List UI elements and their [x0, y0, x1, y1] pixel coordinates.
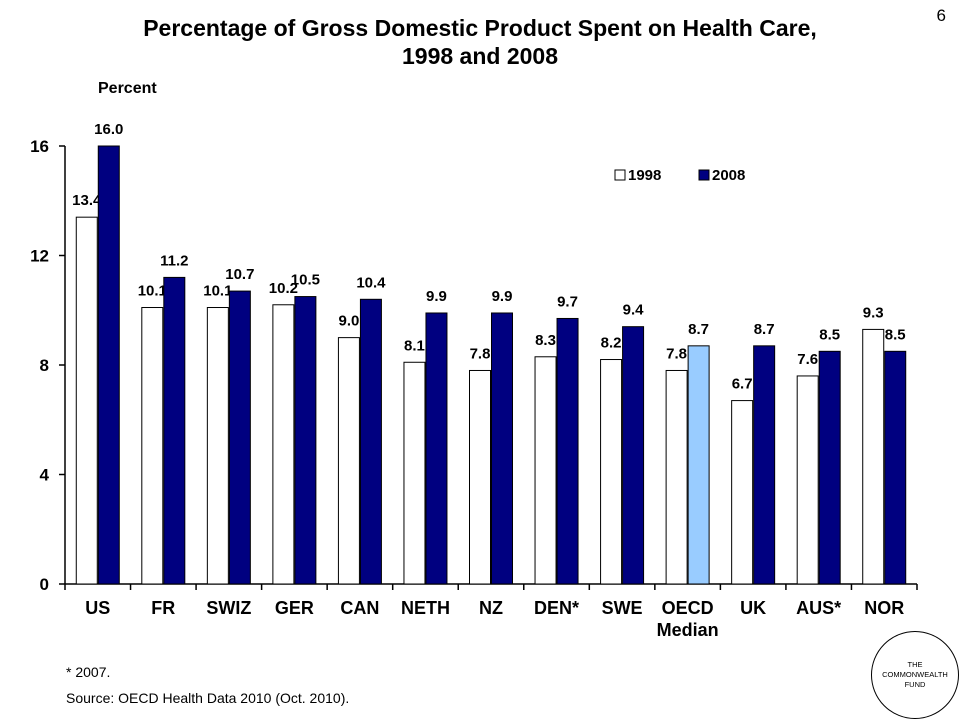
bar-1998 [534, 356, 557, 585]
bar-chart: 048121613.416.0US10.111.2FR10.110.7SWIZ1… [30, 121, 918, 640]
x-category-label: NZ [479, 598, 503, 618]
source-note: Source: OECD Health Data 2010 (Oct. 2010… [66, 690, 350, 706]
data-label-2008: 11.2 [160, 252, 188, 269]
bar-1998 [75, 216, 98, 585]
x-category-label: NOR [864, 598, 904, 618]
y-axis-label: Percent [98, 80, 157, 97]
data-label-1998: 9.3 [863, 304, 884, 321]
data-label-2008: 9.9 [492, 288, 513, 305]
data-label-1998: 7.6 [797, 351, 818, 368]
chart-title-line-2: 1998 and 2008 [401, 43, 558, 69]
data-label-2008: 8.5 [885, 326, 906, 343]
plot-area: 048121613.416.0US10.111.2FR10.110.7SWIZ1… [30, 121, 918, 640]
data-label-1998: 8.3 [535, 332, 556, 349]
x-category-label: DEN* [534, 598, 579, 618]
bar-1998 [469, 369, 491, 585]
data-label-2008: 8.7 [754, 321, 775, 338]
logo-line-3: FUND [904, 680, 926, 689]
bar-1998 [403, 361, 426, 585]
bar-1998 [141, 307, 164, 585]
bar-2008 [622, 326, 645, 585]
data-label-1998: 10.1 [203, 283, 232, 300]
bar-1998 [206, 307, 229, 585]
bar-2008 [228, 290, 251, 585]
data-label-2008: 10.5 [291, 272, 320, 289]
data-label-2008: 9.9 [426, 288, 447, 305]
x-category-label: UK [740, 598, 766, 618]
y-tick-label: 12 [30, 247, 49, 266]
data-label-2008: 8.5 [819, 326, 840, 343]
x-category-label: SWE [602, 598, 643, 618]
y-tick-label: 4 [40, 466, 50, 485]
bar-2008 [97, 145, 120, 585]
legend: 1998 2008 [614, 167, 745, 184]
footnote: * 2007. [66, 664, 111, 680]
data-label-1998: 8.1 [404, 337, 425, 354]
data-label-1998: 7.8 [470, 345, 491, 362]
data-label-1998: 9.0 [338, 313, 359, 330]
y-tick-label: 16 [30, 137, 49, 156]
logo-line-2: COMMONWEALTH [882, 670, 948, 679]
bar-1998 [337, 337, 360, 585]
x-category-label: SWIZ [206, 598, 251, 618]
bar-1998 [272, 304, 295, 585]
bar-2008 [425, 312, 448, 585]
y-tick-label: 8 [40, 356, 49, 375]
page-number: 6 [936, 6, 946, 25]
x-category-label: AUS* [796, 598, 841, 618]
x-category-label: CAN [340, 598, 379, 618]
y-tick-label: 0 [40, 575, 49, 594]
bar-1998 [796, 375, 819, 585]
legend-swatch-1998 [614, 169, 626, 181]
x-category-sublabel: Median [657, 620, 719, 640]
chart-title: Percentage of Gross Domestic Product Spe… [0, 14, 960, 70]
commonwealth-fund-logo: THE COMMONWEALTH FUND [871, 631, 959, 719]
bar-1998 [600, 359, 623, 585]
chart-title-line-1: Percentage of Gross Domestic Product Spe… [143, 15, 817, 41]
x-category-label: NETH [401, 598, 450, 618]
data-label-1998: 10.1 [138, 283, 167, 300]
bar-2008 [359, 298, 382, 585]
data-label-1998: 6.7 [732, 376, 753, 393]
data-label-2008: 9.7 [557, 293, 578, 310]
bar-1998 [862, 328, 885, 585]
bar-1998 [731, 400, 754, 585]
data-label-2008: 10.4 [356, 274, 386, 291]
data-label-1998: 8.2 [601, 335, 622, 352]
data-label-2008: 10.7 [225, 266, 254, 283]
bar-2008 [294, 296, 317, 585]
data-label-1998: 13.4 [72, 192, 102, 209]
bar-2008 [556, 317, 579, 585]
data-label-1998: 10.2 [269, 280, 298, 297]
x-category-label: OECD [662, 598, 714, 618]
bar-2008 [753, 345, 776, 585]
data-label-1998: 7.8 [666, 345, 687, 362]
legend-label-2008: 2008 [712, 167, 745, 184]
bar-2008 [818, 350, 841, 585]
bar-2008 [163, 276, 186, 585]
bar-2008 [687, 345, 710, 585]
bar-2008 [491, 312, 513, 585]
logo-line-1: THE [907, 660, 923, 669]
legend-label-1998: 1998 [628, 167, 661, 184]
bar-2008 [884, 350, 907, 585]
x-category-label: US [85, 598, 110, 618]
x-category-label: GER [275, 598, 314, 618]
data-label-2008: 16.0 [94, 121, 123, 138]
data-label-2008: 9.4 [623, 302, 645, 319]
legend-swatch-2008 [698, 169, 710, 181]
bar-1998 [665, 369, 688, 585]
x-category-label: FR [151, 598, 175, 618]
data-label-2008: 8.7 [688, 321, 709, 338]
